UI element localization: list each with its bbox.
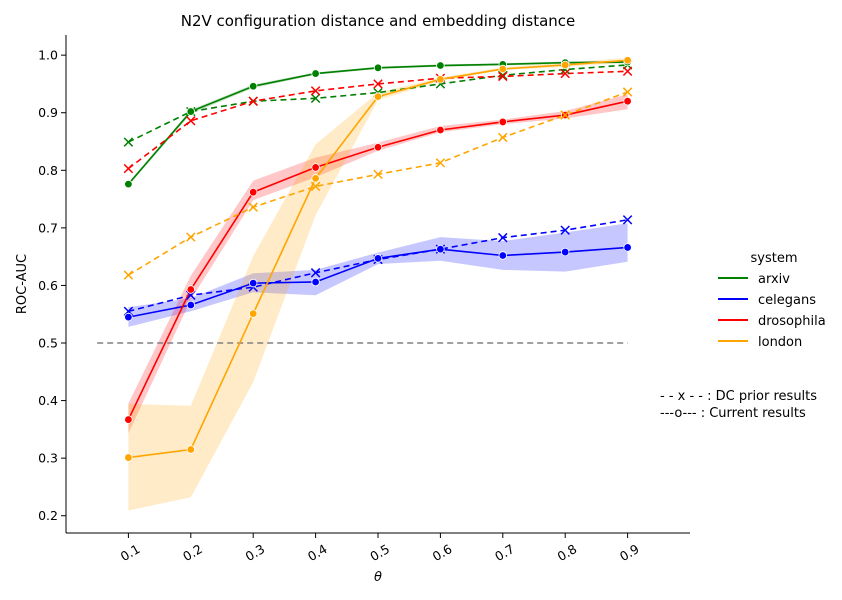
marker-current-arxiv [311,69,320,78]
marker-current-drosophila [248,187,258,197]
marker-prior-drosophila [622,66,633,77]
marker-current-london [561,60,570,70]
legend-label-celegans: celegans [758,293,816,308]
marker-prior-london [123,270,134,280]
x-tick-label: 0.2 [180,541,205,564]
y-tick-label: 0.4 [38,393,58,408]
marker-prior-london [498,132,508,143]
chart-title: N2V configuration distance and embedding… [181,12,576,30]
x-tick-label: 0.4 [305,541,330,564]
y-tick-label: 0.2 [38,508,58,523]
y-tick-label: 0.7 [38,220,58,235]
marker-current-drosophila [186,285,195,294]
marker-current-celegans [436,244,445,254]
marker-current-celegans [623,243,632,252]
marker-prior-arxiv [123,137,134,147]
legend-label-arxiv: arxiv [758,272,790,287]
marker-prior-london [560,110,570,120]
x-tick-label: 0.8 [555,541,580,564]
marker-prior-drosophila [123,163,134,174]
x-ticks: 0.1 0.2 0.3 0.4 0.5 0.6 0.7 0.8 0.9 [118,533,642,564]
marker-current-drosophila [124,415,133,424]
marker-prior-london [622,87,633,97]
marker-prior-london [310,181,321,192]
line-current-arxiv [127,61,628,185]
marker-current-celegans [186,300,195,310]
marker-current-celegans [311,277,320,287]
marker-prior-london [373,169,383,180]
marker-current-celegans [124,312,133,322]
legend-label-london: london [758,335,802,350]
y-ticks: 0.2 0.3 0.4 0.5 0.6 0.7 0.8 0.9 1.0 [38,48,66,523]
marker-current-london [311,174,320,183]
marker-current-arxiv [186,107,195,116]
y-tick-label: 0.8 [38,163,58,178]
band-london [128,58,628,511]
marker-current-london [623,56,632,65]
x-tick-label: 0.9 [617,541,642,564]
legend-title: system [751,251,798,266]
marker-prior-celegans [560,225,570,235]
confidence-bands [128,58,628,511]
marker-prior-drosophila [186,116,196,126]
x-axis-title: θ [374,570,382,585]
y-axis-title: ROC-AUC [15,254,30,314]
marker-current-arxiv [436,61,445,70]
marker-prior-london [435,158,446,168]
marker-current-london [498,64,507,74]
marker-current-celegans [248,278,258,288]
marker-prior-london [186,232,196,242]
y-tick-label: 0.3 [38,451,58,466]
marker-current-drosophila [373,143,383,152]
marker-prior-drosophila [310,86,321,96]
marker-prior-celegans [498,232,508,243]
x-tick-label: 0.1 [118,541,143,564]
marker-current-drosophila [623,97,632,106]
marker-current-drosophila [436,125,445,135]
x-tick-label: 0.5 [367,541,392,564]
marker-current-london [186,445,195,454]
marker-current-london [248,309,258,318]
marker-current-london [373,92,383,101]
legend: system arxiv celegans drosophila london [718,251,826,350]
y-tick-label: 0.6 [38,278,58,293]
marker-current-celegans [561,247,570,257]
marker-prior-celegans [622,215,633,225]
annotation-current: ---o--- : Current results [660,406,806,421]
band-celegans [128,223,628,327]
marker-current-celegans [498,251,507,260]
marker-prior-arxiv [310,93,321,104]
marker-current-london [436,75,445,84]
marker-prior-celegans [310,268,321,278]
y-tick-label: 0.5 [38,336,58,351]
marker-current-london [124,453,133,462]
marker-current-drosophila [311,163,320,172]
marker-prior-london [248,202,258,212]
marker-prior-drosophila [560,68,570,79]
annotation-notes: - - x - - : DC prior results ---o--- : C… [660,389,817,421]
x-tick-label: 0.6 [430,541,455,564]
marker-current-arxiv [248,82,258,91]
y-tick-label: 1.0 [38,48,58,63]
marker-current-celegans [373,254,383,263]
line-prior-arxiv [128,64,628,143]
marker-prior-arxiv [498,70,508,81]
marker-prior-drosophila [498,71,508,82]
x-tick-label: 0.7 [492,541,517,564]
marker-current-drosophila [498,117,507,127]
legend-label-drosophila: drosophila [758,314,826,329]
y-tick-label: 0.9 [38,105,58,120]
annotation-prior: - - x - - : DC prior results [660,389,817,404]
series-markers [123,56,633,462]
band-arxiv [128,60,628,186]
marker-prior-drosophila [248,96,258,106]
marker-current-arxiv [124,179,133,189]
marker-prior-drosophila [373,79,383,89]
x-tick-label: 0.3 [243,541,268,564]
marker-current-arxiv [373,63,383,73]
